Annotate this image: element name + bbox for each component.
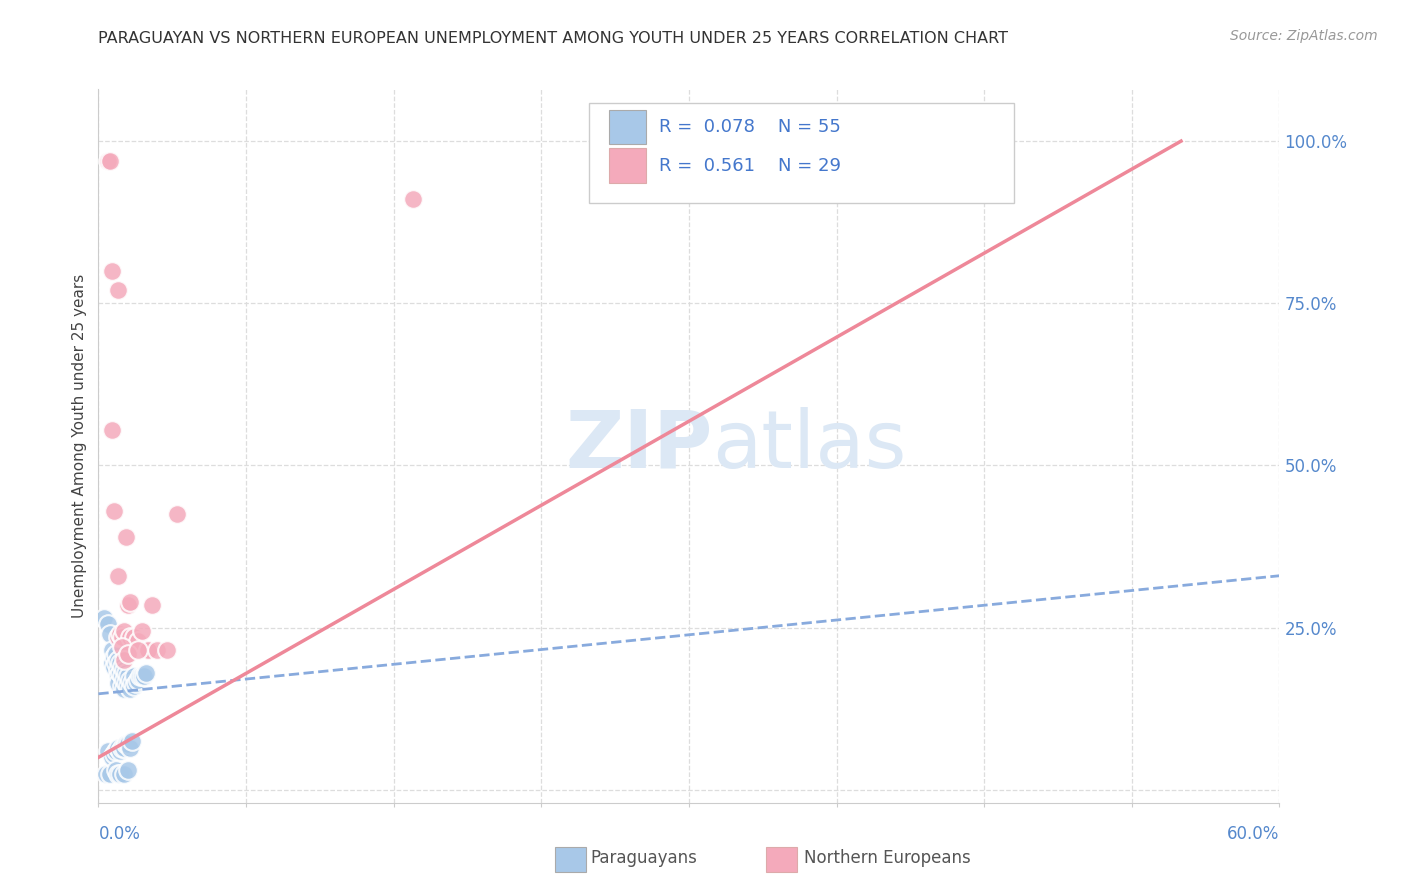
Point — [97, 617, 120, 632]
Point — [111, 640, 134, 654]
Point — [101, 423, 124, 437]
Point — [107, 675, 129, 690]
Point — [98, 627, 121, 641]
Point — [117, 669, 139, 683]
Point — [105, 764, 128, 778]
Point — [108, 657, 131, 671]
Point — [136, 643, 159, 657]
Point — [111, 669, 134, 683]
Point — [166, 507, 188, 521]
Point — [101, 643, 124, 657]
Point — [101, 750, 124, 764]
Text: atlas: atlas — [713, 407, 907, 485]
Point — [112, 653, 135, 667]
Point — [121, 675, 143, 690]
Point — [108, 627, 131, 641]
Point — [122, 631, 145, 645]
Point — [107, 669, 129, 683]
Point — [107, 766, 129, 780]
Text: Paraguayans: Paraguayans — [591, 849, 697, 867]
Point — [117, 764, 139, 778]
Text: R =  0.561    N = 29: R = 0.561 N = 29 — [659, 157, 841, 175]
Point — [112, 624, 135, 638]
Text: R =  0.078    N = 55: R = 0.078 N = 55 — [659, 118, 841, 136]
Point — [127, 673, 149, 687]
Point — [131, 669, 153, 683]
Point — [127, 643, 149, 657]
Point — [98, 766, 121, 780]
Point — [111, 631, 134, 645]
Point — [97, 744, 120, 758]
Text: PARAGUAYAN VS NORTHERN EUROPEAN UNEMPLOYMENT AMONG YOUTH UNDER 25 YEARS CORRELAT: PARAGUAYAN VS NORTHERN EUROPEAN UNEMPLOY… — [98, 31, 1008, 46]
Point — [108, 744, 131, 758]
Point — [118, 682, 141, 697]
Point — [117, 647, 139, 661]
Text: ZIP: ZIP — [565, 407, 713, 485]
Point — [105, 744, 128, 758]
Point — [101, 264, 124, 278]
Point — [115, 675, 138, 690]
Point — [131, 624, 153, 638]
Point — [107, 740, 129, 755]
Point — [112, 740, 135, 755]
Point — [117, 679, 139, 693]
FancyBboxPatch shape — [589, 103, 1014, 203]
Point — [117, 738, 139, 752]
Text: Source: ZipAtlas.com: Source: ZipAtlas.com — [1230, 29, 1378, 43]
Point — [103, 659, 125, 673]
Y-axis label: Unemployment Among Youth under 25 years: Unemployment Among Youth under 25 years — [72, 274, 87, 618]
Text: Northern Europeans: Northern Europeans — [804, 849, 972, 867]
Point — [103, 649, 125, 664]
Point — [98, 153, 121, 168]
Bar — [609, 148, 647, 183]
Point — [105, 647, 128, 661]
Point — [156, 643, 179, 657]
Point — [108, 766, 131, 780]
Point — [136, 643, 159, 657]
Point — [108, 666, 131, 681]
Point — [402, 193, 425, 207]
Point — [97, 153, 120, 168]
Point — [118, 631, 141, 645]
Point — [118, 740, 141, 755]
Point — [107, 631, 129, 645]
Point — [122, 669, 145, 683]
Point — [107, 663, 129, 677]
Point — [93, 611, 115, 625]
Point — [141, 598, 163, 612]
Point — [132, 669, 155, 683]
Point — [112, 682, 135, 697]
Point — [112, 663, 135, 677]
Point — [127, 633, 149, 648]
Point — [103, 504, 125, 518]
Point — [146, 643, 169, 657]
Point — [117, 598, 139, 612]
Point — [111, 740, 134, 755]
Text: 0.0%: 0.0% — [98, 825, 141, 843]
Point — [125, 675, 148, 690]
Point — [107, 283, 129, 297]
Point — [96, 766, 118, 780]
Point — [135, 666, 157, 681]
Point — [118, 673, 141, 687]
Point — [107, 653, 129, 667]
Point — [101, 657, 124, 671]
Point — [115, 738, 138, 752]
Point — [111, 679, 134, 693]
Point — [103, 747, 125, 761]
Text: 60.0%: 60.0% — [1227, 825, 1279, 843]
Point — [107, 568, 129, 582]
Bar — [609, 110, 647, 145]
Point — [105, 657, 128, 671]
Point — [112, 766, 135, 780]
Point — [112, 673, 135, 687]
Point — [128, 669, 150, 683]
Point — [115, 666, 138, 681]
Point — [111, 659, 134, 673]
Point — [115, 530, 138, 544]
Point — [118, 595, 141, 609]
Point — [121, 734, 143, 748]
Point — [122, 679, 145, 693]
